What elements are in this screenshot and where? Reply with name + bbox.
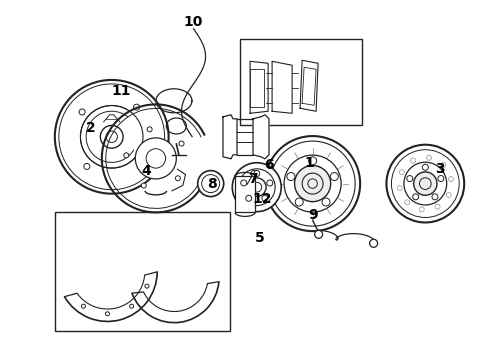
Text: 12: 12 (252, 192, 272, 206)
Circle shape (309, 157, 317, 165)
Text: 7: 7 (248, 172, 258, 186)
Text: 5: 5 (255, 231, 265, 244)
Circle shape (135, 138, 176, 179)
Text: 2: 2 (86, 121, 96, 135)
Polygon shape (250, 61, 268, 113)
Polygon shape (250, 69, 264, 107)
Circle shape (438, 176, 444, 181)
Text: 6: 6 (264, 158, 273, 171)
Circle shape (407, 176, 413, 181)
Circle shape (265, 136, 360, 231)
Circle shape (315, 230, 322, 238)
Circle shape (247, 178, 266, 197)
Circle shape (197, 171, 224, 197)
Polygon shape (223, 115, 237, 159)
Circle shape (179, 141, 184, 146)
Circle shape (147, 127, 152, 132)
Polygon shape (272, 61, 292, 113)
Circle shape (413, 194, 419, 200)
Text: 9: 9 (308, 208, 318, 222)
Circle shape (330, 172, 338, 181)
Bar (235, 176, 255, 212)
Circle shape (387, 145, 464, 222)
Text: 4: 4 (141, 164, 151, 178)
Circle shape (422, 164, 428, 170)
Circle shape (100, 125, 123, 148)
Circle shape (141, 183, 146, 188)
Circle shape (294, 166, 331, 202)
Text: 3: 3 (435, 162, 445, 176)
Bar (240, 39, 362, 125)
Circle shape (414, 172, 437, 195)
Circle shape (245, 195, 252, 201)
Text: 11: 11 (112, 84, 131, 98)
Circle shape (175, 176, 180, 181)
Polygon shape (302, 67, 316, 105)
Circle shape (287, 172, 295, 181)
Circle shape (251, 170, 257, 176)
Polygon shape (300, 60, 318, 111)
Circle shape (55, 80, 169, 194)
Circle shape (369, 239, 378, 247)
Circle shape (262, 195, 268, 201)
Circle shape (254, 171, 260, 176)
Circle shape (322, 198, 330, 206)
Circle shape (432, 194, 438, 200)
Polygon shape (253, 115, 269, 159)
Circle shape (241, 180, 247, 186)
Text: 8: 8 (207, 177, 217, 190)
Circle shape (295, 198, 303, 206)
Circle shape (124, 153, 129, 158)
Text: 10: 10 (184, 15, 203, 28)
Circle shape (232, 163, 281, 212)
Bar (55, 212, 230, 331)
Circle shape (267, 180, 273, 186)
Text: 1: 1 (305, 156, 315, 170)
